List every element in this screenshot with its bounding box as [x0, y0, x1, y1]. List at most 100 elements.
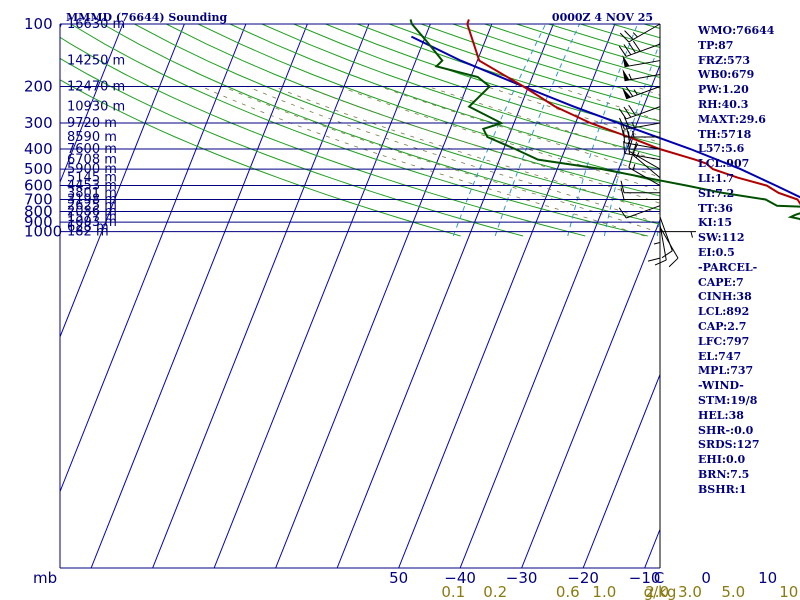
wind-barb-staff: [628, 23, 661, 43]
moist-adiabat: [303, 86, 660, 204]
station-title: MMMD (76644) Sounding: [66, 11, 228, 24]
index-value: -WIND-: [698, 379, 744, 393]
mixing-ratio-label: 0.2: [483, 583, 507, 600]
index-value: SHR-:0.0: [698, 423, 754, 437]
height-label: 12470 m: [67, 80, 125, 95]
height-label: 7600 m: [67, 142, 117, 157]
index-value: STM:19/8: [698, 393, 758, 407]
height-label: 14250 m: [67, 54, 125, 69]
moist-adiabat: [201, 86, 645, 237]
height-label: 2625 m: [67, 199, 117, 214]
indices-panel: WMO:76644 TP:87 FRZ:573 WB0:679 PW:1.20 RH:40…: [698, 24, 798, 498]
index-value: LFC:797: [698, 334, 750, 348]
wind-barb-full: [628, 42, 636, 54]
isotherm-line: [336, 24, 554, 568]
wind-barb: [619, 116, 661, 130]
grid-lines: [60, 24, 660, 568]
pressure-tick-label: 700: [24, 190, 53, 208]
pressure-tick-label: 300: [24, 114, 53, 132]
wind-barb-staff: [632, 154, 661, 179]
height-label: 2086 m: [67, 205, 117, 220]
wind-barb-full: [647, 257, 661, 262]
wind-barb: [618, 40, 661, 57]
wind-barb: [620, 187, 660, 200]
isotherm-line: [60, 24, 185, 339]
height-label: 6708 m: [67, 153, 117, 168]
index-value: TH:5718: [698, 127, 752, 141]
wind-barb-pennant: [622, 54, 630, 67]
height-label: 5900 m: [67, 162, 117, 177]
dry-adiabat: [60, 79, 461, 237]
wind-barb-half: [632, 32, 638, 38]
dry-adiabat: [229, 24, 660, 170]
wind-barb-full: [620, 180, 625, 193]
index-value: EL:747: [698, 349, 742, 363]
wind-barb-full: [668, 257, 679, 268]
wind-barb: [622, 85, 661, 100]
height-label: 182 m: [67, 225, 109, 240]
dry-adiabat: [325, 24, 660, 134]
wind-barb: [618, 205, 661, 219]
wind-barb-full: [618, 108, 627, 120]
index-value: KI:15: [698, 216, 733, 230]
index-value: TT:36: [698, 201, 733, 215]
temperature-trace: [466, 19, 800, 206]
wind-barb-full: [620, 124, 625, 138]
mixing-ratio-unit: g/kg: [644, 583, 677, 600]
wind-barb-staff: [626, 43, 661, 57]
index-value: CAPE:7: [698, 275, 744, 289]
wind-barb-full: [625, 85, 634, 97]
index-value: -PARCEL-: [698, 260, 758, 274]
dry-adiabat: [166, 24, 660, 197]
wind-barb: [622, 54, 661, 68]
height-label: 8590 m: [67, 130, 117, 145]
dry-adiabat: [102, 24, 660, 225]
temperature-tick-label: −10: [629, 569, 661, 587]
wind-barb-full: [625, 124, 630, 138]
wind-barb-staff: [626, 205, 661, 219]
valid-time: 0000Z 4 NOV 25: [552, 11, 653, 24]
index-value: LI:1.7: [698, 171, 735, 185]
wind-barb-full: [620, 187, 625, 200]
pressure-tick-label: 100: [24, 15, 53, 33]
wind-barb-staff: [624, 122, 661, 130]
wind-barb: [654, 224, 667, 266]
isotherm-line: [60, 24, 124, 184]
index-value: L57:5.6: [698, 142, 745, 156]
dry-adiabat: [261, 24, 660, 158]
mixing-ratio-line: [567, 24, 639, 237]
wind-barb-full: [618, 207, 627, 219]
wind-barb: [653, 211, 661, 248]
wind-barb: [618, 104, 661, 120]
moist-adiabat: [223, 86, 660, 234]
wind-barb-staff: [624, 60, 661, 68]
dry-adiabat: [293, 24, 660, 146]
pressure-unit-label: mb: [33, 569, 57, 587]
isotherm-line: [60, 24, 62, 29]
dry-adiabat: [134, 24, 660, 211]
isotherm-line: [521, 218, 660, 568]
dry-adiabat: [357, 24, 660, 122]
wind-barb: [620, 124, 660, 138]
isotherm-line: [275, 24, 493, 568]
wind-barb-half: [632, 163, 636, 171]
temperature-tick-label: −20: [567, 569, 599, 587]
pressure-tick-label: 1000: [24, 223, 62, 241]
wind-barb-full: [619, 117, 626, 130]
wind-barb: [659, 226, 679, 268]
height-label: 10930 m: [67, 100, 125, 115]
index-value: LCL:892: [698, 305, 750, 319]
wind-barb: [628, 155, 661, 186]
isotherm-line: [582, 373, 660, 568]
wind-barb: [647, 222, 661, 262]
height-label: 1093 m: [67, 215, 117, 230]
wind-barb-full: [661, 250, 673, 259]
mixing-ratio-line: [603, 40, 660, 237]
mixing-ratio-line: [494, 24, 580, 237]
wind-barb-full: [623, 140, 626, 154]
wind-barb-full: [628, 155, 633, 168]
dry-adiabat: [60, 36, 586, 237]
pressure-tick-label: 900: [24, 213, 53, 231]
temperature-tick-label: 10: [758, 569, 777, 587]
wind-barb-full: [628, 104, 636, 116]
